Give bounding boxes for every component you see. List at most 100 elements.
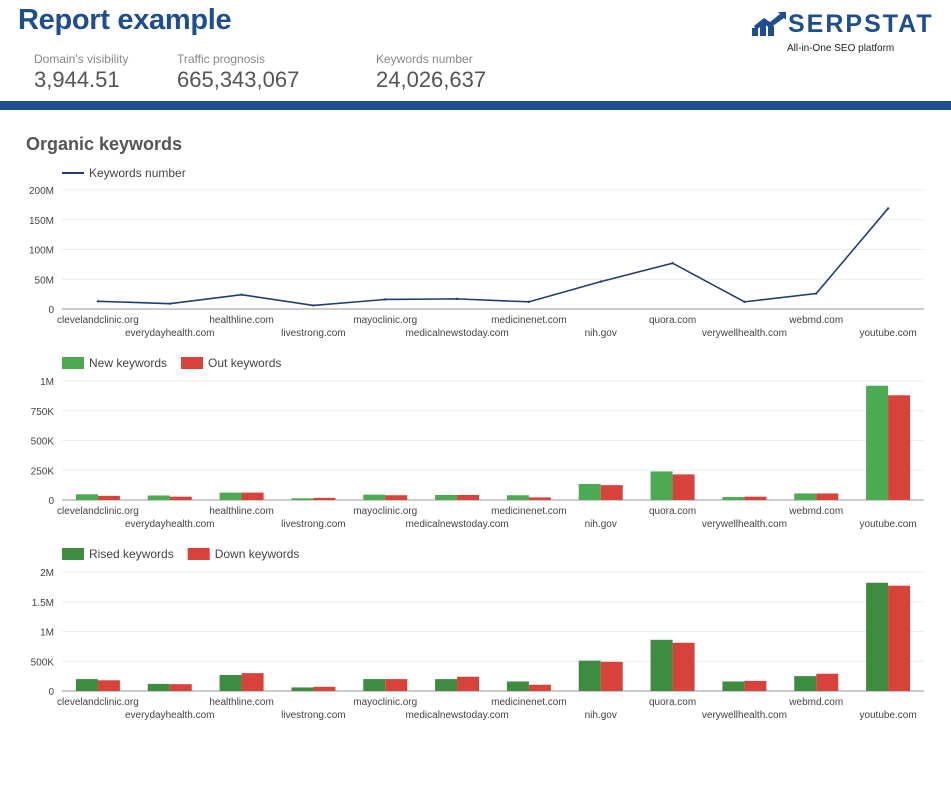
bar <box>650 639 673 691</box>
legend-label: Down keywords <box>215 547 300 561</box>
bar <box>241 492 264 500</box>
x-tick-label: medicalnewstoday.com <box>405 710 508 721</box>
x-tick-label: medicalnewstoday.com <box>405 519 508 530</box>
bar <box>147 683 170 691</box>
bar <box>169 684 192 691</box>
legend-swatch <box>187 548 210 560</box>
bar <box>313 686 336 691</box>
x-tick-label: webmd.com <box>788 506 843 517</box>
bar <box>794 676 817 691</box>
bar <box>650 471 673 500</box>
x-tick-label: verywellhealth.com <box>702 519 787 530</box>
y-tick-label: 200M <box>29 186 54 197</box>
bar <box>794 493 817 500</box>
legend-swatch <box>62 357 84 369</box>
data-point <box>168 302 171 305</box>
data-point <box>527 300 531 304</box>
metric-label: Keywords number <box>376 52 473 66</box>
x-tick-label: healthline.com <box>209 506 273 517</box>
bar <box>672 642 695 691</box>
y-tick-label: 2M <box>40 568 54 579</box>
metric-label: Traffic prognosis <box>177 52 266 66</box>
metric-value: 24,026,637 <box>376 67 487 92</box>
data-point <box>743 300 746 304</box>
data-point <box>384 298 387 301</box>
bar <box>528 684 551 691</box>
bar <box>385 495 408 500</box>
bar <box>578 483 601 500</box>
bar <box>147 495 170 500</box>
metric-domain-visibility: Domain's visibility 3,944.51 <box>34 52 128 93</box>
metric-traffic-prognosis: Traffic prognosis 665,343,067 <box>177 52 299 93</box>
data-point <box>455 297 459 301</box>
series-line <box>97 207 889 307</box>
keywords-number-line-chart: Keywords number 0 50M 100M 150M 200M cleveland… <box>29 166 924 339</box>
section-title: Organic keywords <box>26 134 183 154</box>
legend-swatch <box>62 548 84 560</box>
x-tick-label: nih.gov <box>585 519 617 530</box>
y-tick-label: 1.5M <box>32 598 54 609</box>
bar <box>385 679 408 691</box>
x-tick-label: healthline.com <box>209 697 273 708</box>
bar <box>291 498 314 500</box>
bar <box>169 496 192 500</box>
metric-keywords-number: Keywords number 24,026,637 <box>376 52 486 93</box>
x-tick-label: quora.com <box>649 697 696 708</box>
x-tick-label: quora.com <box>649 315 696 326</box>
bar <box>506 495 529 500</box>
y-tick-label: 0 <box>48 496 54 507</box>
header-divider-bar <box>0 101 951 110</box>
data-point <box>96 300 100 303</box>
y-tick-label: 50M <box>35 275 54 286</box>
y-tick-label: 0 <box>48 305 54 316</box>
metric-label: Domain's visibility <box>34 52 129 66</box>
y-tick-label: 500K <box>31 657 55 668</box>
x-tick-label: verywellhealth.com <box>702 710 787 721</box>
x-tick-label: nih.gov <box>585 328 617 339</box>
bar <box>888 585 911 691</box>
x-tick-label: medicinenet.com <box>491 315 567 326</box>
x-tick-label: nih.gov <box>585 710 617 721</box>
bar <box>75 679 98 691</box>
y-tick-label: 0 <box>48 687 54 698</box>
serpstat-chart-arrow-icon <box>752 12 786 36</box>
metric-value: 665,343,067 <box>177 67 300 92</box>
x-tick-label: everydayhealth.com <box>125 328 215 339</box>
x-tick-label: youtube.com <box>859 710 916 721</box>
bar <box>722 681 745 691</box>
x-tick-label: medicinenet.com <box>491 697 567 708</box>
x-tick-label: livestrong.com <box>281 710 345 721</box>
y-tick-label: 100M <box>29 246 54 257</box>
bar <box>97 495 120 500</box>
x-tick-label: livestrong.com <box>281 328 345 339</box>
x-tick-label: quora.com <box>649 506 696 517</box>
bar <box>600 661 623 691</box>
data-point <box>599 280 602 283</box>
x-tick-label: youtube.com <box>859 519 916 530</box>
x-tick-label: verywellhealth.com <box>702 328 787 339</box>
x-tick-label: mayoclinic.org <box>353 697 417 708</box>
y-tick-label: 500K <box>31 437 55 448</box>
x-tick-label: clevelandclinic.org <box>57 697 139 708</box>
logo-tagline: All-in-One SEO platform <box>787 43 895 54</box>
y-tick-label: 150M <box>29 216 54 227</box>
bar <box>600 485 623 500</box>
bar <box>435 679 458 691</box>
x-tick-label: livestrong.com <box>281 519 345 530</box>
bar <box>672 474 695 500</box>
bar <box>363 679 386 691</box>
x-tick-label: youtube.com <box>859 328 916 339</box>
x-tick-label: clevelandclinic.org <box>57 506 139 517</box>
x-tick-label: mayoclinic.org <box>353 506 417 517</box>
y-tick-label: 750K <box>31 407 55 418</box>
bar <box>744 496 767 500</box>
bar <box>97 680 120 691</box>
data-point <box>240 293 243 296</box>
bar <box>722 497 745 500</box>
x-tick-label: webmd.com <box>788 697 843 708</box>
bar <box>219 674 242 691</box>
x-tick-label: everydayhealth.com <box>125 710 215 721</box>
data-point <box>671 261 674 265</box>
bar <box>219 492 242 500</box>
y-tick-label: 250K <box>31 466 55 477</box>
